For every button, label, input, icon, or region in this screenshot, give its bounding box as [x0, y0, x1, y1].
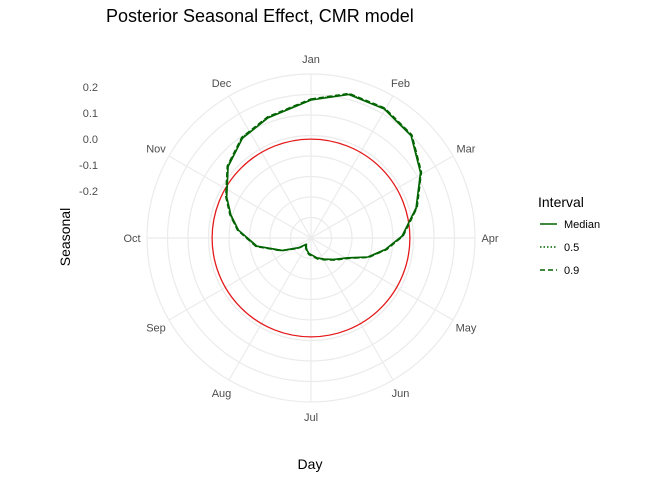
month-label: Dec: [212, 78, 232, 90]
month-label: Aug: [212, 388, 232, 400]
y-tick-label: 0.1: [83, 108, 98, 120]
grid-spoke: [168, 155, 312, 239]
legend-label: 0.5: [564, 242, 579, 254]
reference-circle-layer: [211, 138, 411, 338]
grid-spoke: [228, 237, 312, 381]
month-label: Feb: [391, 78, 410, 90]
legend-label: Median: [564, 219, 600, 231]
month-label: Nov: [146, 144, 166, 156]
series-layer: [225, 92, 423, 261]
month-label: Jun: [392, 388, 410, 400]
y-tick-label: -0.2: [79, 186, 98, 198]
grid-spoke: [228, 95, 312, 239]
month-label: May: [456, 323, 477, 335]
y-tick-labels: 0.2 0.1 0.0 -0.1 -0.2: [79, 82, 98, 198]
grid-spoke: [310, 155, 454, 239]
y-tick-label: 0.2: [83, 82, 98, 94]
month-label: Mar: [457, 144, 476, 156]
polar-grid: [146, 73, 476, 403]
grid-spoke: [310, 237, 394, 381]
series-line-3: [225, 92, 423, 261]
chart-title: Posterior Seasonal Effect, CMR model: [106, 6, 414, 26]
grid-spoke: [168, 237, 312, 321]
y-tick-label: -0.1: [79, 160, 98, 172]
month-labels: Jan Feb Mar Apr May Jun Jul Aug Sep Oct Nov Dec: [123, 54, 498, 424]
month-label: Apr: [481, 233, 498, 245]
x-axis-title: Day: [298, 456, 323, 472]
month-label: Jan: [302, 54, 320, 66]
legend-label: 0.9: [564, 265, 579, 277]
month-label: Jul: [304, 412, 318, 424]
grid-spoke: [310, 95, 394, 239]
month-label: Oct: [123, 233, 140, 245]
y-tick-label: 0.0: [83, 134, 98, 146]
zero-reference-circle: [211, 138, 411, 338]
y-axis-title: Seasonal: [57, 208, 73, 266]
grid-spoke: [310, 237, 454, 321]
month-label: Sep: [146, 323, 166, 335]
legend-title: Interval: [538, 194, 584, 210]
legend: Interval Median 0.5 0.9: [538, 194, 600, 277]
series-line-1: [225, 93, 422, 261]
